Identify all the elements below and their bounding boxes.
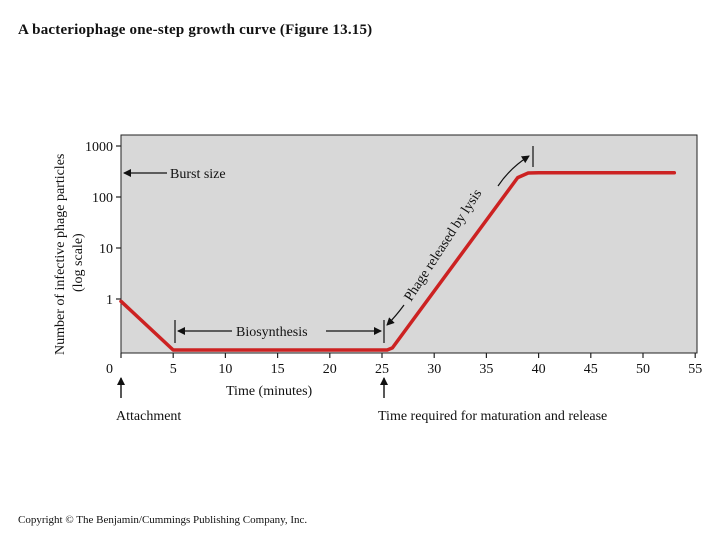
copyright-notice: Copyright © The Benjamin/Cummings Publis… bbox=[18, 514, 308, 526]
y-axis-label: Number of infective phage particles bbox=[53, 154, 68, 355]
x-tick-label: 5 bbox=[170, 362, 177, 377]
x-tick-label: 30 bbox=[427, 362, 441, 377]
attachment-label: Attachment bbox=[116, 409, 181, 424]
series-line bbox=[119, 170, 677, 352]
biosynthesis-label: Biosynthesis bbox=[236, 325, 308, 340]
y-axis: 1 10 100 1000 bbox=[85, 140, 121, 308]
x-axis-label: Time (minutes) bbox=[226, 384, 313, 399]
x-tick-label: 45 bbox=[584, 362, 598, 377]
lysis-arrow-lower bbox=[386, 304, 405, 326]
maturation-label: Time required for maturation and release bbox=[378, 409, 607, 424]
x-tick-label: 35 bbox=[479, 362, 493, 377]
lysis-arrow-upper bbox=[497, 155, 530, 187]
x-tick-label: 50 bbox=[636, 362, 650, 377]
y-tick-label: 100 bbox=[92, 191, 113, 206]
y-axis-sublabel: (log scale) bbox=[71, 233, 86, 292]
y-tick-label: 1000 bbox=[85, 140, 113, 155]
burst-size-label: Burst size bbox=[170, 167, 226, 182]
x-tick-label: 20 bbox=[323, 362, 337, 377]
x-tick-label: 15 bbox=[271, 362, 285, 377]
x-tick-label: 0 bbox=[106, 362, 113, 377]
x-tick-label: 40 bbox=[532, 362, 546, 377]
figure-title: A bacteriophage one-step growth curve (F… bbox=[18, 22, 373, 38]
x-tick-label: 10 bbox=[218, 362, 232, 377]
x-tick-label: 55 bbox=[688, 362, 702, 377]
y-tick-label: 10 bbox=[99, 242, 113, 257]
x-axis: 0 5 10 15 20 25 30 35 40 45 50 55 bbox=[106, 353, 702, 377]
x-tick-label: 25 bbox=[375, 362, 389, 377]
y-tick-label: 1 bbox=[106, 293, 113, 308]
